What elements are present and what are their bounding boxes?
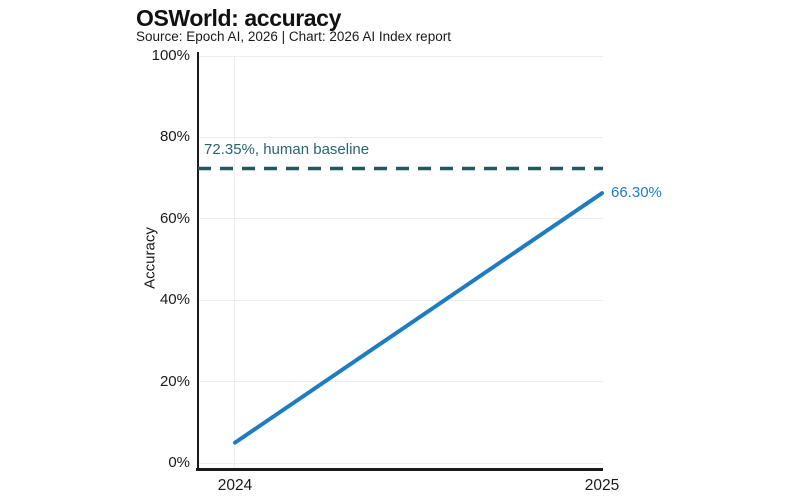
- y-tick-label-20: 20%: [159, 372, 190, 390]
- gridline-20: [198, 381, 603, 383]
- gridline-100: [198, 55, 603, 57]
- vertical-gridline-2024: [234, 56, 235, 468]
- y-axis-line: [196, 52, 199, 471]
- chart-subtitle: Source: Epoch AI, 2026 | Chart: 2026 AI …: [136, 29, 451, 44]
- gridline-80: [198, 136, 603, 138]
- y-tick-label-80: 80%: [159, 128, 190, 146]
- gridline-0: [198, 462, 603, 464]
- y-tick-label-40: 40%: [159, 291, 190, 309]
- x-tick-label-2024: 2024: [217, 477, 253, 494]
- gridline-40: [198, 299, 603, 301]
- accuracy-series-line: [233, 191, 604, 445]
- y-tick-label-60: 60%: [159, 209, 190, 227]
- y-tick-label-100: 100%: [151, 47, 190, 64]
- x-tick-label-2025: 2025: [584, 477, 620, 494]
- y-tick-label-0: 0%: [168, 454, 190, 471]
- chart-title: OSWorld: accuracy: [136, 5, 341, 31]
- series-end-value-label: 66.30%: [611, 184, 662, 202]
- x-axis-line: [196, 468, 603, 471]
- human-baseline-label: 72.35%, human baseline: [204, 140, 370, 158]
- gridline-60: [198, 218, 603, 220]
- y-axis-title: Accuracy: [141, 227, 159, 289]
